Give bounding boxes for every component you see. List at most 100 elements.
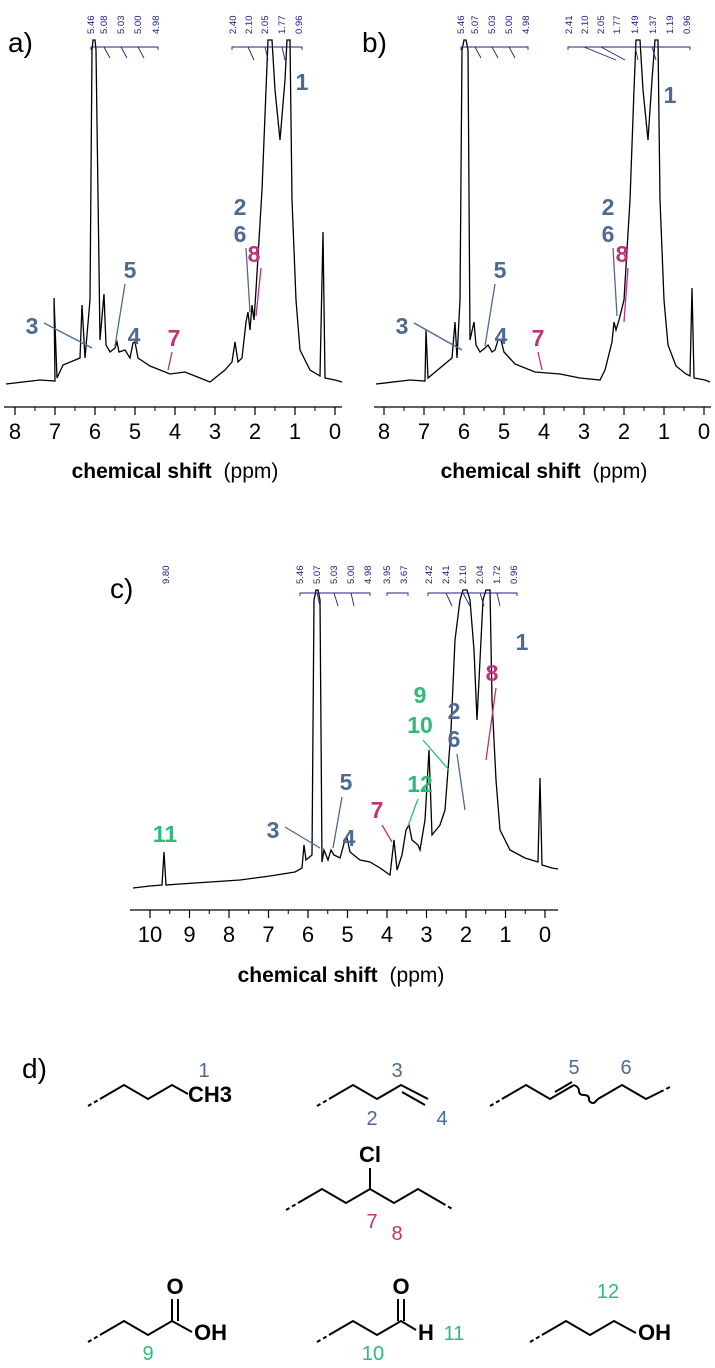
peak-label: 1.19 (665, 16, 676, 35)
x-tick-label: 2 (460, 922, 472, 947)
assignment-leaders-a (43, 247, 262, 371)
structure-number: 11 (444, 1323, 465, 1345)
integral-brackets-b (460, 46, 691, 61)
spectrum-trace-b (375, 39, 711, 385)
group-oh: OH (638, 1320, 671, 1345)
assignment-label: 5 (124, 257, 137, 283)
assignment-label: 6 (602, 221, 615, 247)
peak-label: 4.98 (521, 16, 532, 35)
assignment-label: 7 (168, 325, 181, 351)
peak-label: 5.46 (456, 16, 467, 35)
x-tick-label: 1 (289, 419, 301, 444)
structure-5: O OH 9 (87, 1274, 227, 1365)
assignment-label: 6 (234, 221, 247, 247)
structure-6: O H 10 11 (316, 1274, 465, 1365)
xlabel-unit-b: (ppm) (593, 460, 648, 483)
structure-number: 4 (436, 1108, 447, 1130)
peak-label: 1.72 (492, 566, 503, 585)
peak-label: 0.96 (682, 16, 693, 35)
x-axis-label-c: chemical shift (ppm) (238, 964, 445, 987)
x-tick-label: 6 (458, 419, 470, 444)
peak-label: 5.00 (346, 566, 357, 585)
peak-label: 2.10 (244, 16, 255, 35)
structure-number: 7 (366, 1211, 377, 1233)
structure-number: 8 (391, 1223, 402, 1245)
peak-label: 1.77 (277, 16, 288, 35)
x-ticks-a: 8 7 6 5 4 3 2 1 0 (9, 407, 341, 444)
assignment-label: 1 (296, 69, 309, 95)
peak-label: 4.98 (151, 16, 162, 35)
group-cl: Cl (359, 1142, 381, 1167)
assignment-label: 2 (448, 698, 461, 724)
x-tick-label: 4 (538, 419, 550, 444)
peak-label: 1.37 (648, 16, 659, 35)
peak-label: 5.46 (86, 16, 97, 35)
peak-label: 2.10 (458, 566, 469, 585)
x-tick-label: 4 (169, 419, 181, 444)
spectrum-trace-a (5, 39, 343, 385)
x-tick-label: 0 (329, 419, 341, 444)
panel-label-a: a) (8, 27, 33, 58)
assignment-label: 7 (371, 797, 384, 823)
structure-number: 1 (198, 1060, 209, 1082)
x-tick-label: 6 (302, 922, 314, 947)
peak-label: 5.46 (295, 566, 306, 585)
peak-label: 1.77 (612, 16, 623, 35)
x-tick-label: 3 (209, 419, 221, 444)
x-tick-label: 8 (9, 419, 21, 444)
structure-2: 3 2 4 (316, 1060, 448, 1130)
assignment-label: 10 (407, 712, 433, 738)
assignment-label: 4 (128, 323, 141, 349)
peak-label: 5.07 (470, 16, 481, 35)
assignment-label: 8 (248, 241, 261, 267)
peak-label: 1.49 (630, 16, 641, 35)
assignment-label: 2 (602, 194, 615, 220)
xlabel-bold-b: chemical shift (441, 460, 581, 483)
integral-brackets-a (90, 46, 303, 61)
x-tick-label: 7 (262, 922, 274, 947)
assignment-label: 1 (516, 629, 529, 655)
structure-number: 9 (142, 1343, 153, 1363)
structure-number: 6 (620, 1057, 631, 1079)
assignments-c: 1 8 9 10 2 6 12 5 7 3 4 11 (153, 629, 529, 851)
xlabel-unit-c: (ppm) (390, 964, 445, 987)
assignment-label: 4 (343, 825, 356, 851)
x-tick-label: 4 (381, 922, 393, 947)
peak-label: 9.80 (161, 566, 172, 585)
x-tick-label: 8 (378, 419, 390, 444)
group-oh: OH (194, 1320, 227, 1345)
x-tick-label: 7 (49, 419, 61, 444)
panel-c: c) 10 9 8 7 6 5 4 3 2 1 0 chemical shift (ppm) 9.8… (110, 566, 559, 987)
peak-labels-a: 5.46 5.08 5.03 5.00 4.98 2.40 2.10 2.05 … (86, 16, 305, 35)
x-tick-label: 7 (418, 419, 430, 444)
assignment-label: 12 (407, 771, 433, 797)
assignment-leaders-c (284, 687, 497, 849)
x-tick-label: 0 (698, 419, 710, 444)
peak-label: 3.67 (399, 566, 410, 585)
xlabel-bold-c: chemical shift (238, 964, 378, 987)
xlabel-unit-a: (ppm) (224, 460, 279, 483)
assignment-label: 4 (495, 323, 508, 349)
x-tick-label: 0 (539, 922, 551, 947)
x-ticks-c: 10 9 8 7 6 5 4 3 2 1 0 (138, 910, 551, 947)
x-tick-label: 5 (341, 922, 353, 947)
peak-label: 5.03 (329, 566, 340, 585)
peak-label: 5.03 (116, 16, 127, 35)
peak-label: 5.00 (133, 16, 144, 35)
x-tick-label: 5 (498, 419, 510, 444)
x-ticks-b: 8 7 6 5 4 3 2 1 0 (378, 407, 710, 444)
assignment-leaders-b (413, 247, 629, 371)
structure-number: 2 (366, 1108, 377, 1130)
atom-h: H (418, 1320, 434, 1345)
x-tick-label: 2 (618, 419, 630, 444)
assignment-label: 8 (486, 660, 499, 686)
x-tick-label: 9 (183, 922, 195, 947)
peak-label: 0.96 (294, 16, 305, 35)
x-tick-label: 10 (138, 922, 162, 947)
panel-label-b: b) (362, 27, 387, 58)
assignment-label: 5 (340, 769, 353, 795)
structure-number: 10 (362, 1343, 384, 1363)
x-tick-label: 1 (499, 922, 511, 947)
assignment-label: 8 (616, 241, 629, 267)
peak-labels-b: 5.46 5.07 5.03 5.00 4.98 2.41 2.10 2.05 … (456, 16, 693, 35)
